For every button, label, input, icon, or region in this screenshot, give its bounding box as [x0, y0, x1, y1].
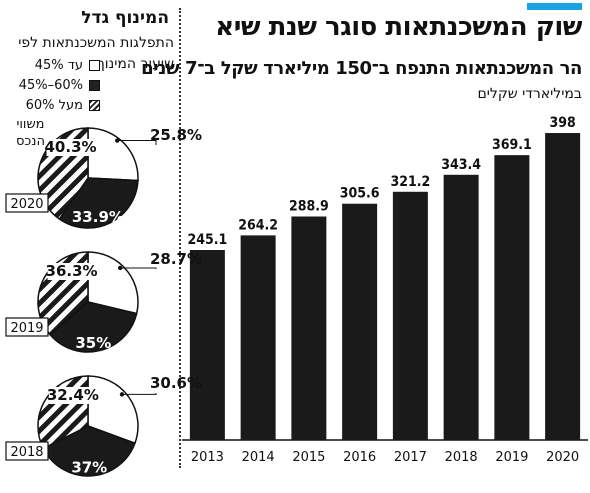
pie-year-label: 2018 — [10, 445, 43, 460]
pie-slice — [87, 375, 139, 445]
bar-2014 — [240, 235, 276, 440]
pie-label-mid: 33.9% — [72, 208, 124, 226]
bar-value-label: 245.1 — [187, 232, 227, 248]
legend-item-low: עד 45% — [35, 58, 100, 73]
legend-label-high: מעל 60% — [25, 98, 83, 113]
bar-value-label: 369.1 — [492, 137, 532, 153]
pie-label-high: 36.3% — [46, 262, 98, 280]
pie-year-label: 2019 — [10, 321, 43, 336]
accent-bar — [527, 3, 582, 10]
x-tick-label: 2014 — [242, 450, 275, 465]
leader-line — [121, 393, 157, 395]
bar-value-label: 343.4 — [441, 157, 481, 173]
bar-value-label: 288.9 — [289, 198, 329, 214]
x-tick-label: 2018 — [445, 450, 478, 465]
bar-value-label: 321.2 — [390, 174, 430, 190]
legend-label-low: עד 45% — [34, 58, 83, 73]
bar-2020 — [545, 133, 581, 440]
x-tick-label: 2016 — [343, 450, 376, 465]
pie-2018: 30.6% 37% 32.4% 2018 — [5, 374, 202, 477]
pie-label-bg — [48, 387, 97, 404]
pie-slice — [49, 301, 138, 353]
bar-2018 — [443, 174, 479, 440]
pie-2020: 25.8% 33.9% 40.3% 2020 — [5, 126, 202, 229]
mortgage-share-label-line2: הנכס — [16, 134, 46, 149]
pie-label-mid: 37% — [71, 458, 107, 476]
pie-label-high: 40.3% — [45, 138, 97, 156]
pie-year-box — [5, 441, 49, 461]
pie-label-low: 25.8% — [150, 126, 202, 144]
pie-slice — [42, 425, 136, 477]
pie-slice — [87, 251, 139, 315]
side-subtitle-line1: התפלגות המשכנתאות לפי — [18, 35, 174, 51]
bar-2019 — [494, 155, 530, 440]
side-subtitle: התפלגות המשכנתאות לפי שיעור המינוף — [18, 33, 174, 75]
mortgage-share-label-line1: משווי — [16, 117, 45, 132]
pie-year-label: 2020 — [10, 197, 43, 212]
pie-charts: 25.8% 33.9% 40.3% 2020 28.7% 35% 36.3% 2019 30.6… — [5, 126, 202, 477]
chart-subtitle: הר המשכנתאות התנפח ב־150 מיליארד שקל ב־7… — [141, 58, 582, 79]
pie-label-bg — [46, 139, 95, 156]
bar-2015 — [291, 216, 327, 440]
legend-swatch-low — [89, 60, 100, 71]
y-unit-label: במיליארדי שקלים — [477, 86, 582, 102]
bar-value-label: 305.6 — [340, 186, 380, 202]
bar-2017 — [392, 191, 428, 440]
legend-item-mid: 60%–45% — [19, 78, 100, 93]
bar-series: 245.1 2013 264.2 2014 288.9 2015 305.6 2016 321.… — [182, 115, 588, 465]
legend-swatch-mid — [89, 80, 100, 91]
pie-label-low: 28.7% — [150, 250, 202, 268]
leader-line — [120, 267, 157, 269]
bar-value-label: 264.2 — [238, 217, 278, 233]
pie-slice — [58, 177, 139, 229]
bar-value-label: 398 — [549, 115, 575, 131]
x-tick-label: 2015 — [292, 450, 325, 465]
mortgage-share-label: משווי הנכס — [16, 116, 45, 150]
pie-year-box — [5, 317, 49, 337]
x-tick-label: 2013 — [191, 450, 224, 465]
side-subtitle-line2: שיעור המינוף — [95, 56, 174, 72]
x-tick-label: 2020 — [546, 450, 579, 465]
legend-swatch-high — [89, 100, 100, 111]
pie-label-low: 30.6% — [150, 374, 202, 392]
pie-slice — [87, 127, 139, 182]
side-title: המינוף גדל — [81, 8, 169, 28]
legend-label-mid: 60%–45% — [18, 78, 83, 93]
pie-label-mid: 35% — [75, 334, 111, 352]
chart-title: שוק המשכנתאות סוגר שנת שיא — [215, 12, 582, 42]
legend-item-high: מעל 60% — [26, 98, 100, 113]
pie-label-bg — [47, 263, 96, 280]
pie-year-box — [5, 193, 49, 213]
section-divider — [179, 8, 181, 468]
x-tick-label: 2017 — [394, 450, 427, 465]
leader-line — [117, 140, 157, 145]
bar-2013 — [189, 250, 225, 440]
pie-label-high: 32.4% — [47, 386, 99, 404]
x-tick-label: 2019 — [495, 450, 528, 465]
bar-2016 — [342, 203, 378, 440]
pie-2019: 28.7% 35% 36.3% 2019 — [5, 250, 202, 353]
